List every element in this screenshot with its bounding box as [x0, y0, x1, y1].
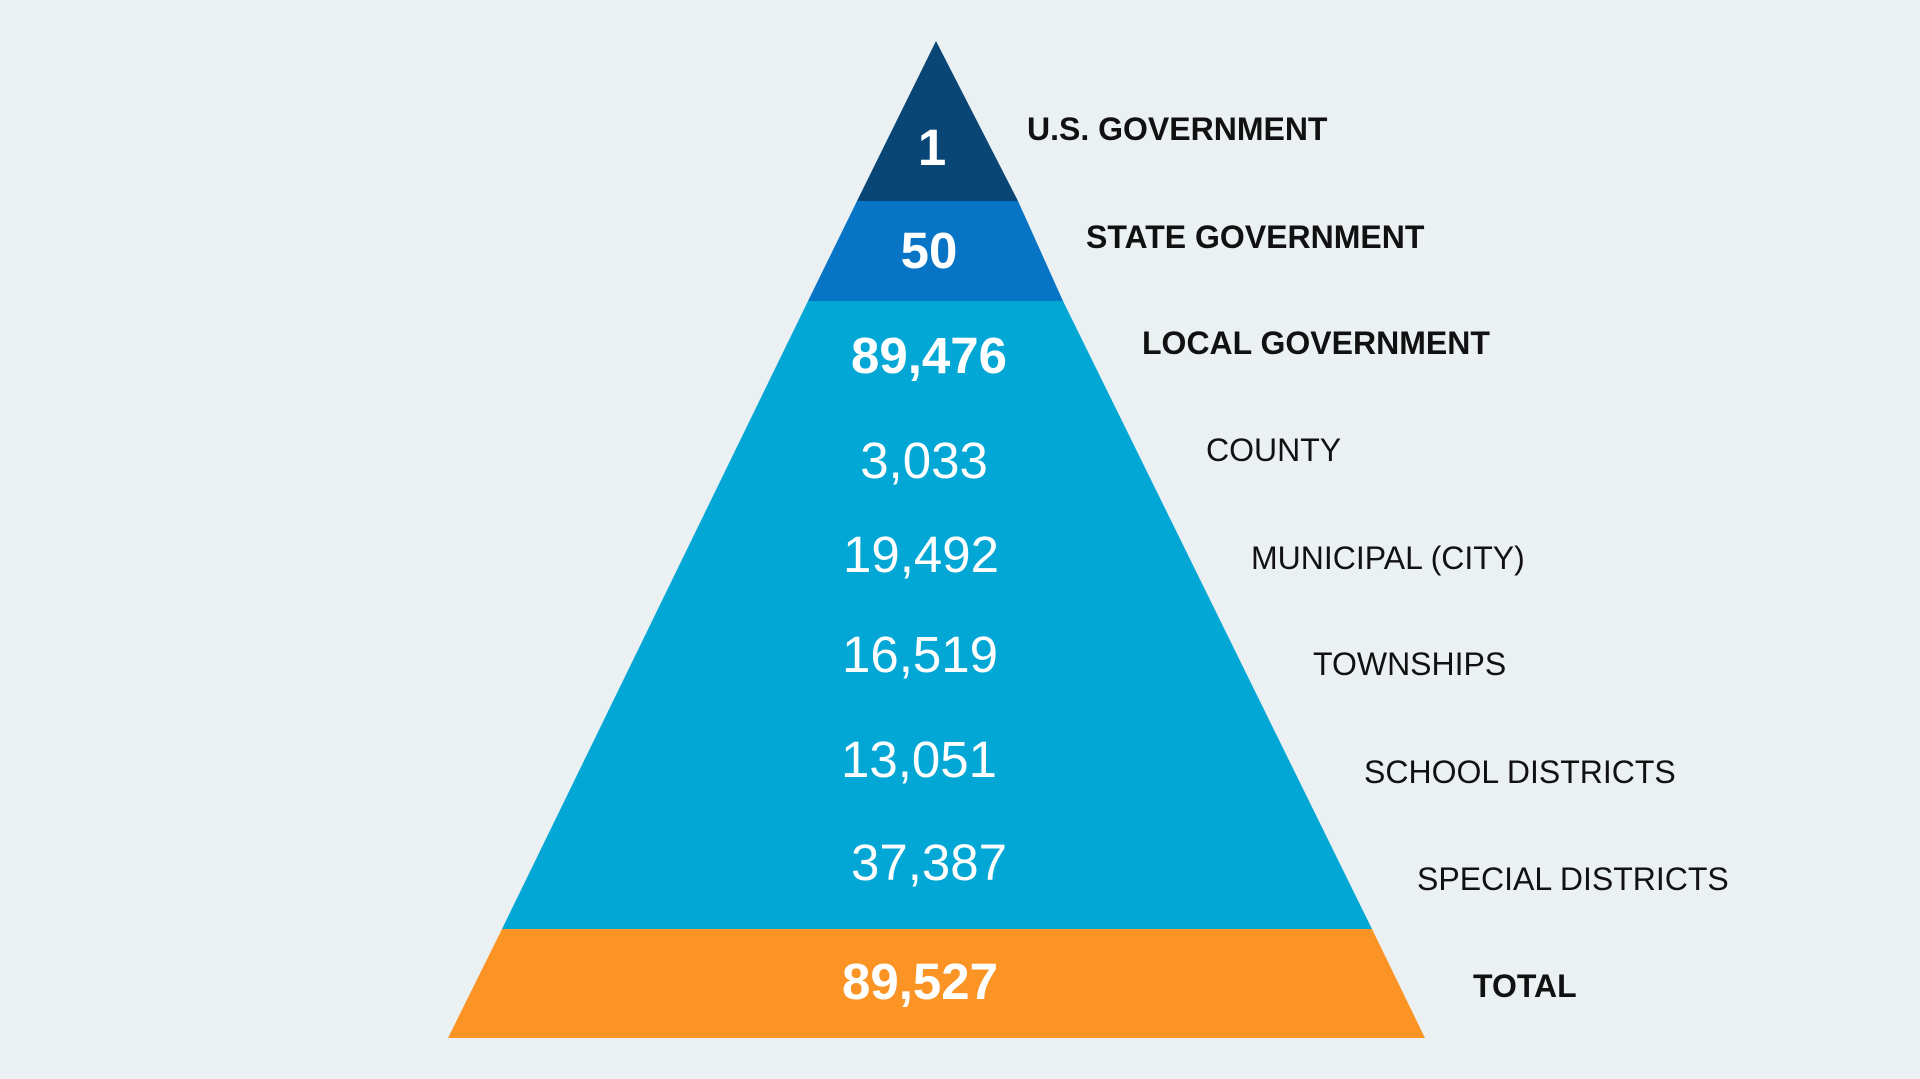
label-municipal: MUNICIPAL (CITY): [1251, 540, 1525, 576]
label-school-districts: SCHOOL DISTRICTS: [1364, 754, 1676, 790]
label-us-government: U.S. GOVERNMENT: [1027, 111, 1328, 147]
value-us-government: 1: [918, 119, 946, 176]
band-local: [502, 301, 1372, 929]
value-county: 3,033: [860, 432, 988, 489]
value-municipal: 19,492: [843, 526, 999, 583]
label-special-districts: SPECIAL DISTRICTS: [1417, 861, 1729, 897]
label-total: TOTAL: [1473, 968, 1577, 1004]
value-local-government: 89,476: [851, 327, 1007, 384]
value-townships: 16,519: [842, 626, 998, 683]
value-state-government: 50: [901, 222, 958, 279]
label-local-government: LOCAL GOVERNMENT: [1142, 325, 1490, 361]
value-school-districts: 13,051: [841, 731, 997, 788]
band-state: [808, 201, 1063, 301]
value-total: 89,527: [842, 953, 998, 1010]
label-townships: TOWNSHIPS: [1313, 646, 1506, 682]
value-special-districts: 37,387: [851, 834, 1007, 891]
label-county: COUNTY: [1206, 432, 1341, 468]
label-state-government: STATE GOVERNMENT: [1086, 219, 1425, 255]
band-total: [448, 929, 1425, 1038]
band-federal: [857, 41, 1018, 201]
